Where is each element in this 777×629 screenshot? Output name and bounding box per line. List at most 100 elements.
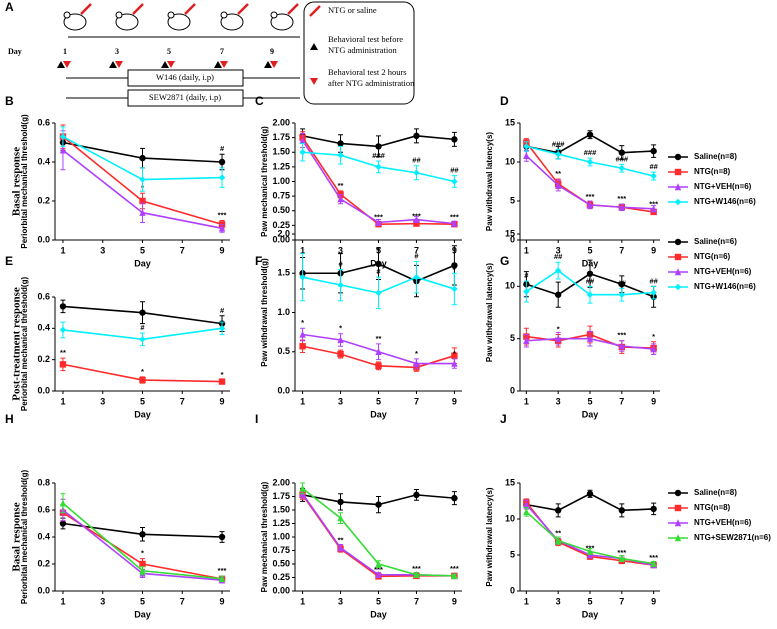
panel-label: C	[255, 94, 264, 108]
legend-marker	[674, 489, 682, 497]
y-tick-label: 15	[505, 477, 515, 487]
mouse-icon	[167, 13, 191, 31]
x-tick-label: 1	[524, 596, 529, 606]
data-point	[554, 507, 562, 514]
y-tick-label: 0.2	[37, 354, 50, 364]
y-tick-label: 0.75	[272, 191, 290, 201]
x-tick-label: 7	[414, 596, 419, 606]
legend-marker	[674, 168, 682, 176]
y-tick-label: 1.25	[272, 518, 290, 528]
significance-label: #	[140, 323, 145, 332]
x-tick-label: 5	[587, 596, 592, 606]
legend-marker	[674, 198, 682, 206]
legend-marker	[674, 504, 682, 512]
data-point	[375, 218, 382, 226]
data-point	[218, 174, 226, 181]
legend-label: NTG+VEH(n=6)	[694, 182, 752, 191]
legend-label: NTG(n=6)	[694, 252, 731, 261]
y-tick-label: 1.00	[272, 531, 290, 541]
mouse-ear	[220, 11, 228, 19]
y-tick-label: 0.0	[277, 385, 290, 395]
significance-label: ***	[617, 194, 626, 203]
data-point	[413, 220, 420, 227]
data-point	[618, 291, 626, 298]
data-point	[337, 544, 344, 551]
data-point	[650, 205, 657, 212]
mouse-ear	[167, 11, 175, 19]
significance-label: ***	[649, 200, 658, 209]
x-axis-label: Day	[582, 609, 599, 619]
x-tick-label: 9	[651, 596, 656, 606]
y-tick-label: 10	[505, 281, 515, 291]
legend-label: NTG+W146(n=6)	[694, 282, 756, 291]
legend-marker	[674, 253, 682, 261]
data-point	[451, 359, 458, 367]
y-axis-label: Paw withdrawal threshold(g)	[260, 258, 269, 367]
y-tick-label: 0.50	[272, 205, 290, 215]
test-after-icon	[63, 61, 71, 68]
data-point	[650, 289, 657, 296]
x-tick-label: 3	[556, 396, 561, 406]
row-label: Basal response	[11, 502, 23, 571]
data-point	[586, 201, 594, 209]
test-after-icon	[220, 61, 228, 68]
data-point	[618, 203, 626, 211]
x-tick-label: 3	[338, 245, 343, 255]
data-point	[337, 140, 344, 147]
day-number: 3	[115, 47, 119, 56]
syringe-icon	[80, 3, 92, 15]
x-tick-label: 7	[619, 245, 624, 255]
y-tick-label: 0.4	[37, 156, 50, 166]
data-point	[59, 146, 67, 154]
x-tick-label: 1	[60, 396, 65, 406]
x-tick-label: 7	[414, 396, 419, 406]
significance-label: ###	[552, 140, 565, 149]
data-point	[650, 172, 657, 180]
data-point	[375, 289, 382, 297]
data-point	[413, 359, 420, 367]
data-point	[451, 352, 458, 359]
x-axis-label: Day	[370, 409, 387, 419]
y-axis-label: Periorbital mechanical threshold(g)	[20, 277, 29, 412]
x-tick-label: 5	[376, 596, 381, 606]
data-point	[59, 303, 67, 310]
data-point	[618, 149, 626, 156]
x-tick-label: 5	[140, 596, 145, 606]
data-point	[299, 136, 306, 144]
legend-marker	[674, 183, 682, 191]
x-tick-label: 3	[338, 596, 343, 606]
y-tick-label: 0.2	[37, 558, 50, 568]
legend-marker	[674, 153, 682, 161]
data-point	[451, 285, 458, 293]
panel-label: E	[5, 254, 13, 268]
legend-label: NTG(n=8)	[694, 503, 731, 512]
test-before-icon	[310, 43, 318, 50]
x-tick-label: 7	[180, 245, 185, 255]
x-tick-label: 1	[524, 245, 529, 255]
data-point	[337, 151, 344, 159]
y-tick-label: 10	[505, 156, 515, 166]
data-point	[218, 378, 226, 385]
legend-label: NTG+W146(n=6)	[694, 197, 756, 206]
data-point	[375, 348, 382, 355]
data-point	[139, 209, 146, 216]
significance-label: ###	[372, 151, 385, 160]
data-point	[139, 176, 146, 183]
y-tick-label: 2.00	[272, 477, 290, 487]
data-point	[451, 136, 458, 143]
data-point	[337, 195, 344, 203]
legend-label: NTG+VEH(n=6)	[694, 518, 752, 527]
significance-label: *	[557, 324, 560, 333]
test-after-icon	[115, 61, 123, 68]
data-point	[375, 260, 382, 268]
x-tick-label: 9	[452, 596, 457, 606]
data-point	[139, 567, 146, 574]
data-point	[299, 149, 306, 156]
data-point	[139, 376, 146, 384]
x-tick-label: 1	[60, 245, 65, 255]
x-tick-label: 3	[100, 245, 105, 255]
syringe-icon	[287, 3, 299, 15]
data-point	[139, 197, 146, 205]
y-tick-label: 0.5	[277, 346, 290, 356]
syringe-icon	[309, 5, 321, 17]
